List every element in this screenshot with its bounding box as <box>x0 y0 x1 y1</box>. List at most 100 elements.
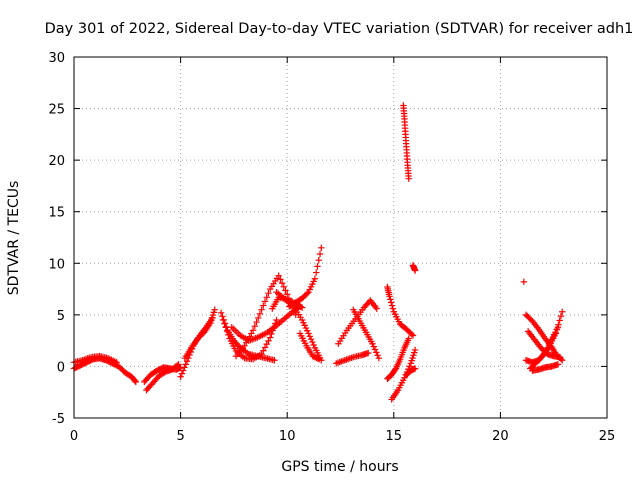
data-point <box>258 306 265 313</box>
data-point <box>261 298 269 305</box>
y-tick-label: 20 <box>48 154 65 169</box>
data-point <box>221 320 228 327</box>
data-point <box>304 290 311 297</box>
data-point <box>256 310 264 318</box>
data-point <box>314 263 321 270</box>
data-points <box>70 102 566 403</box>
y-tick-label: -5 <box>52 412 65 427</box>
data-point <box>305 330 312 337</box>
series-arc-24 <box>520 278 528 286</box>
y-tick-label: 10 <box>48 257 65 272</box>
data-point <box>371 346 379 353</box>
data-point <box>211 306 218 313</box>
x-axis-title: GPS time / hours <box>281 459 398 475</box>
data-point <box>263 340 270 348</box>
data-point <box>520 278 528 286</box>
data-point <box>306 333 313 340</box>
data-point <box>315 356 323 363</box>
data-point <box>557 312 565 320</box>
data-point <box>258 350 265 358</box>
data-point <box>405 175 412 182</box>
series-arc-3 <box>141 364 184 386</box>
data-point <box>223 327 231 335</box>
series-arc-16 <box>335 297 380 347</box>
series-arc-4 <box>143 361 182 394</box>
data-point <box>556 317 563 324</box>
x-tick-label: 15 <box>386 429 403 444</box>
data-point <box>225 331 232 339</box>
data-point <box>375 354 383 362</box>
plot-frame <box>73 56 608 419</box>
data-point <box>131 377 139 385</box>
data-point <box>411 267 419 274</box>
x-tick-label: 0 <box>70 429 78 444</box>
data-point <box>260 347 267 354</box>
data-point <box>553 325 561 333</box>
data-point <box>273 316 280 324</box>
data-point <box>555 321 562 328</box>
data-point <box>275 272 282 279</box>
data-point <box>265 337 272 345</box>
data-point <box>260 302 267 309</box>
data-point <box>217 309 225 316</box>
data-point <box>175 361 182 368</box>
data-point <box>251 323 258 330</box>
data-point <box>318 244 325 252</box>
data-point <box>182 361 189 368</box>
data-point <box>266 334 274 341</box>
data-point <box>405 335 412 342</box>
data-point <box>316 250 324 258</box>
data-point <box>219 313 226 320</box>
x-tick-label: 25 <box>599 429 616 444</box>
data-point <box>177 373 184 380</box>
data-point <box>552 330 560 337</box>
series-arc-19 <box>384 335 412 383</box>
series-arc-27 <box>524 328 564 361</box>
y-axis-title: SDTVAR / TECUs <box>6 181 22 296</box>
data-point <box>222 324 229 331</box>
data-point <box>373 349 380 356</box>
data-point <box>411 365 419 372</box>
y-tick-label: 0 <box>57 360 65 375</box>
data-point <box>559 308 566 315</box>
data-point <box>173 362 181 369</box>
series-arc-6 <box>181 306 218 362</box>
data-point <box>388 299 395 306</box>
data-point <box>113 359 120 366</box>
axes: 0 5 10 15 20 25 -5 0 5 10 15 20 25 30 <box>48 51 615 444</box>
data-point <box>556 353 564 361</box>
data-point <box>255 314 262 322</box>
series-arc-28 <box>527 308 566 372</box>
data-point <box>538 353 545 360</box>
data-point <box>374 352 381 359</box>
data-point <box>387 296 394 303</box>
data-point <box>409 332 417 339</box>
chart-title: Day 301 of 2022, Sidereal Day-to-day VTE… <box>45 21 634 37</box>
y-tick-label: 30 <box>48 51 65 66</box>
series-arc-23 <box>409 262 419 274</box>
data-point <box>271 357 278 364</box>
data-point <box>263 294 270 301</box>
data-point <box>365 349 372 357</box>
y-tick-label: 5 <box>57 309 65 324</box>
series-arc-29 <box>529 361 562 374</box>
x-tick-label: 20 <box>492 429 509 444</box>
data-point <box>280 283 287 291</box>
data-point <box>261 344 269 351</box>
data-point <box>312 269 320 276</box>
data-point <box>369 340 376 347</box>
x-tick-label: 10 <box>279 429 296 444</box>
data-point <box>554 361 562 368</box>
data-point <box>370 343 377 350</box>
data-point <box>220 316 227 324</box>
data-point <box>389 305 397 312</box>
data-point <box>265 289 272 297</box>
data-point <box>253 318 260 326</box>
series-arc-21 <box>403 365 419 378</box>
data-point <box>388 302 396 309</box>
data-point <box>178 370 186 377</box>
data-point <box>179 367 187 374</box>
series-arc-17 <box>350 306 383 362</box>
y-tick-label: 25 <box>48 103 65 118</box>
